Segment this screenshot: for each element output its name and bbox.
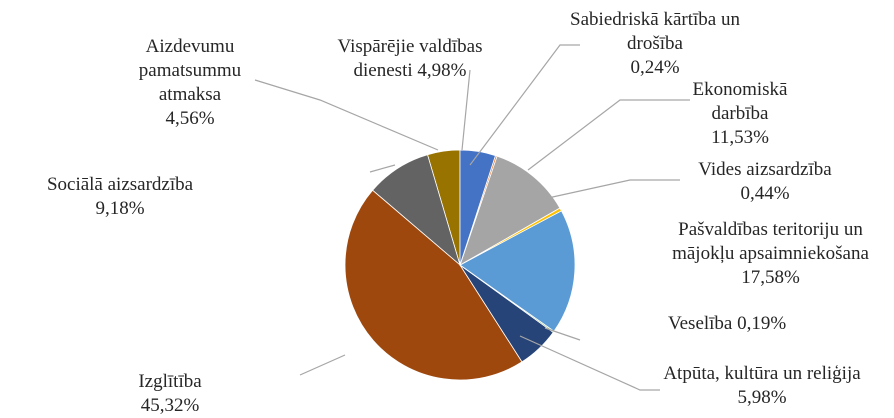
category-name: Vispārējie valdības dienesti bbox=[337, 36, 483, 81]
slice-label: Sociālā aizsardzība 9,18% bbox=[5, 173, 235, 221]
slice-label: Ekonomiskā darbība 11,53% bbox=[680, 78, 800, 150]
leader-line bbox=[369, 164, 396, 173]
value-label: 45,32% bbox=[140, 395, 200, 416]
slice-label: Atpūta, kultūra un reliģija 5,98% bbox=[652, 362, 872, 410]
slice-label: Izglītība 45,32% bbox=[80, 370, 260, 418]
leader-line bbox=[469, 44, 580, 166]
leader-line bbox=[519, 335, 660, 391]
category-name: Sociālā aizsardzība bbox=[46, 174, 194, 195]
category-name: Vides aizsardzība bbox=[698, 159, 832, 180]
slice-label: Pašvaldības teritoriju un mājokļu apsaim… bbox=[648, 218, 893, 290]
category-name: Aizdevumu pamatsummu atmaksa bbox=[138, 36, 242, 105]
pie-slice bbox=[459, 155, 561, 266]
slice-label: Vides aizsardzība 0,44% bbox=[665, 158, 865, 206]
category-name: Veselība bbox=[668, 313, 733, 334]
category-name: Izglītība bbox=[138, 371, 202, 392]
leader-line bbox=[544, 327, 581, 341]
pie-slice bbox=[344, 189, 523, 381]
category-name: Sabiedriskā kārtība un drošība bbox=[570, 9, 740, 54]
leader-line bbox=[547, 179, 680, 199]
value-label: 0,19% bbox=[737, 313, 787, 334]
category-name: Atpūta, kultūra un reliģija bbox=[663, 363, 861, 384]
value-label: 4,56% bbox=[165, 108, 215, 129]
value-label: 5,98% bbox=[737, 387, 787, 408]
value-label: 17,58% bbox=[741, 267, 800, 288]
value-label: 9,18% bbox=[95, 198, 145, 219]
leader-line bbox=[527, 99, 690, 171]
value-label: 4,98% bbox=[417, 60, 467, 81]
pie-slice bbox=[459, 210, 576, 332]
leader-line bbox=[254, 79, 439, 151]
leader-line bbox=[461, 69, 471, 151]
value-label: 0,24% bbox=[630, 57, 680, 78]
slice-label: Aizdevumu pamatsummu atmaksa 4,56% bbox=[125, 35, 255, 131]
leader-line bbox=[299, 354, 346, 376]
leader-lines bbox=[254, 44, 690, 391]
category-name: Ekonomiskā darbība bbox=[692, 79, 788, 124]
slice-label: Sabiedriskā kārtība un drošība 0,24% bbox=[550, 8, 760, 80]
category-name: Pašvaldības teritoriju un mājokļu apsaim… bbox=[672, 219, 869, 264]
value-label: 0,44% bbox=[740, 183, 790, 204]
slice-label: Veselība 0,19% bbox=[668, 312, 868, 336]
slice-label: Vispārējie valdības dienesti 4,98% bbox=[310, 35, 510, 83]
pie-slice bbox=[459, 149, 496, 266]
value-label: 11,53% bbox=[711, 127, 769, 148]
